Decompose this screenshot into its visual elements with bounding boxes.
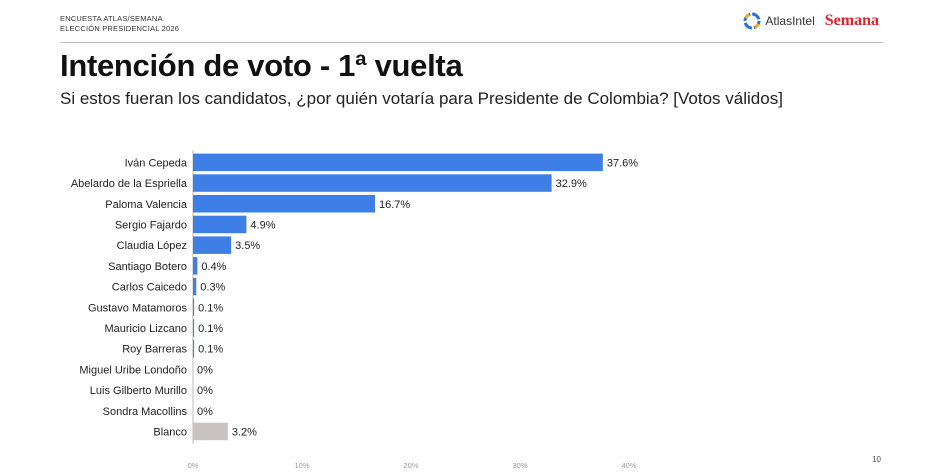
value-label: 4.9% [250, 219, 275, 231]
value-label: 0% [197, 364, 213, 376]
value-label: 0% [197, 385, 213, 397]
x-tick-label: 40% [621, 461, 636, 470]
atlasintel-logo: AtlasIntel [743, 12, 815, 30]
chart-subtitle: Si estos fueran los candidatos, ¿por qui… [60, 89, 783, 108]
election-name: ELECCIÓN PRESIDENCIAL 2026 [60, 24, 180, 33]
page-number: 10 [872, 455, 881, 464]
bar [193, 195, 376, 213]
bar [193, 257, 198, 275]
survey-name: ENCUESTA ATLAS/SEMANA [60, 14, 163, 23]
category-label: Santiago Botero [108, 261, 187, 273]
value-label: 32.9% [556, 178, 587, 190]
category-label: Luis Gilberto Murillo [90, 385, 187, 397]
bar [193, 153, 603, 172]
survey-header: ENCUESTA ATLAS/SEMANA ELECCIÓN PRESIDENC… [60, 14, 179, 34]
x-tick-label: 0% [188, 461, 199, 470]
bar [193, 298, 195, 316]
x-tick-label: 20% [403, 461, 418, 470]
category-label: Paloma Valencia [105, 199, 188, 211]
value-label: 37.6% [607, 157, 638, 169]
category-label: Claudia López [117, 240, 187, 252]
value-label: 0.1% [198, 302, 223, 314]
category-label: Blanco [153, 426, 187, 438]
bar [193, 236, 232, 254]
x-tick-label: 30% [512, 461, 527, 470]
bar [193, 339, 195, 358]
value-label: 0.4% [201, 261, 226, 273]
value-label: 0.1% [198, 323, 223, 335]
category-label: Roy Barreras [122, 344, 187, 356]
category-label: Gustavo Matamoros [88, 302, 188, 314]
value-label: 0.3% [200, 282, 225, 294]
category-label: Mauricio Lizcano [104, 323, 187, 335]
category-label: Abelardo de la Espriella [71, 178, 188, 190]
category-label: Iván Cepeda [125, 157, 188, 169]
bar [193, 174, 552, 192]
header-divider [60, 42, 883, 43]
brand-logos: AtlasIntel Semana [743, 12, 879, 30]
semana-logo: Semana [824, 12, 879, 29]
x-tick-label: 10% [294, 461, 309, 470]
atlasintel-logo-icon [743, 12, 761, 30]
value-label: 0% [197, 406, 213, 418]
chart-title: Intención de voto - 1ª vuelta [60, 48, 463, 83]
value-label: 0.1% [198, 344, 223, 356]
bar [193, 422, 228, 441]
bar [193, 319, 195, 337]
category-label: Sondra Macollins [103, 406, 188, 418]
value-label: 3.2% [232, 426, 257, 438]
bar [193, 277, 197, 296]
atlasintel-logo-text: AtlasIntel [765, 14, 815, 28]
category-label: Carlos Caicedo [112, 282, 187, 294]
bar [193, 215, 247, 234]
category-label: Sergio Fajardo [115, 219, 187, 231]
value-label: 16.7% [379, 199, 410, 211]
category-label: Miguel Uribe Londoño [79, 364, 187, 376]
value-label: 3.5% [235, 240, 260, 252]
